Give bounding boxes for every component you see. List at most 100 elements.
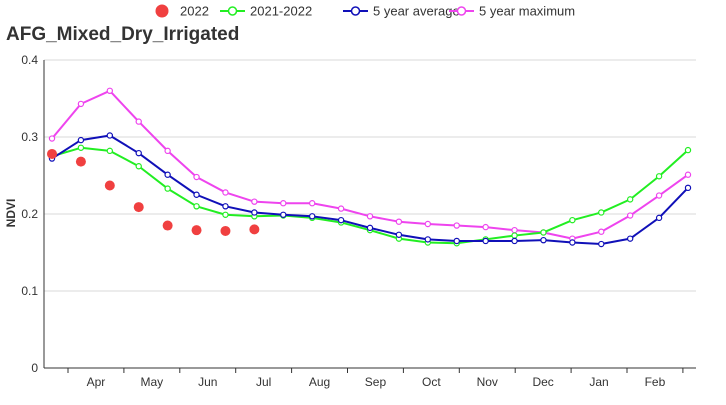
data-point-2022 — [249, 224, 260, 235]
data-point-2021-2022 — [598, 209, 605, 216]
data-point-5-year-maximum — [135, 118, 142, 125]
data-point-2021-2022 — [684, 146, 692, 154]
data-point-5-year-maximum — [424, 220, 432, 228]
x-tick-label: May — [141, 375, 164, 389]
legend: 2022 2021-2022 5 year average 5 year maximu… — [155, 4, 575, 19]
data-point-2022 — [191, 225, 202, 236]
legend-marker-5-year-maximum — [456, 6, 467, 16]
x-tick-label: Jul — [256, 375, 271, 389]
x-tick-label: Jan — [589, 375, 608, 389]
data-point-5-year-average — [222, 203, 229, 210]
data-point-5-year-average — [655, 214, 663, 222]
data-point-5-year-average — [540, 236, 547, 244]
x-tick-label: Jun — [198, 375, 217, 389]
data-point-5-year-maximum — [453, 222, 460, 229]
data-point-5-year-average — [453, 237, 460, 245]
data-point-2021-2022 — [222, 211, 229, 218]
legend-label-5-year-maximum: 5 year maximum — [479, 4, 575, 19]
data-point-5-year-average — [280, 211, 287, 218]
data-point-5-year-average — [598, 240, 605, 248]
x-tick-label: Nov — [477, 375, 498, 389]
data-point-2022 — [220, 225, 231, 236]
legend-item-5-year-average: 5 year average — [343, 4, 460, 19]
x-tick-label: Feb — [645, 375, 666, 389]
y-tick-label: 0.4 — [21, 53, 38, 67]
data-point-2021-2022 — [77, 144, 85, 151]
data-point-5-year-maximum — [626, 212, 634, 219]
data-point-5-year-average — [135, 149, 142, 157]
legend-label-2022: 2022 — [180, 4, 209, 19]
data-point-5-year-maximum — [193, 173, 200, 181]
data-point-2021-2022 — [106, 147, 114, 155]
data-point-2021-2022 — [540, 229, 547, 236]
data-point-5-year-maximum — [308, 200, 316, 207]
data-point-5-year-average — [366, 224, 374, 232]
y-tick-label: 0 — [31, 361, 38, 375]
legend-marker-2022 — [155, 4, 169, 18]
y-tick-label: 0.3 — [21, 130, 38, 144]
y-tick-label: 0.2 — [21, 207, 38, 221]
data-point-5-year-average — [684, 184, 692, 192]
data-point-5-year-average — [569, 239, 576, 246]
data-point-5-year-average — [77, 136, 85, 144]
data-point-2021-2022 — [193, 203, 200, 210]
data-point-5-year-average — [395, 231, 403, 238]
data-point-5-year-average — [482, 237, 489, 245]
axes: 0 0.1 0.2 0.3 0.4 Apr May Jun Jul Aug Sep Oct Nov Dec… — [21, 53, 696, 389]
data-point-5-year-average — [337, 216, 345, 224]
data-point-2022 — [162, 220, 173, 231]
data-point-5-year-average — [424, 236, 432, 243]
data-point-2021-2022 — [135, 163, 142, 170]
chart-title: AFG_Mixed_Dry_Irrigated — [6, 24, 239, 45]
data-point-5-year-maximum — [598, 228, 605, 235]
legend-item-2022: 2022 — [155, 4, 209, 19]
data-point-5-year-maximum — [684, 171, 692, 178]
data-point-5-year-maximum — [164, 147, 171, 155]
x-tick-label: Aug — [309, 375, 330, 389]
data-point-5-year-average — [626, 235, 634, 242]
data-point-2022 — [75, 156, 86, 167]
x-tick-label: Dec — [532, 375, 553, 389]
legend-item-2021-2022: 2021-2022 — [220, 4, 312, 19]
legend-item-5-year-maximum: 5 year maximum — [449, 4, 575, 19]
data-point-5-year-average — [511, 237, 518, 245]
grid-lines — [44, 59, 696, 292]
data-point-2022 — [133, 202, 144, 213]
data-point-2021-2022 — [655, 173, 663, 180]
data-point-5-year-average — [106, 132, 114, 139]
legend-marker-2021-2022 — [227, 6, 238, 16]
data-point-5-year-maximum — [337, 205, 345, 212]
data-point-2021-2022 — [164, 185, 171, 192]
data-point-5-year-maximum — [482, 223, 489, 231]
data-point-5-year-average — [251, 209, 258, 216]
y-axis-label: NDVI — [4, 199, 18, 228]
x-tick-label: Apr — [87, 375, 106, 389]
data-point-5-year-maximum — [511, 226, 518, 234]
series-5-year-maximum — [48, 87, 692, 242]
data-point-2021-2022 — [511, 232, 518, 239]
data-point-5-year-maximum — [48, 135, 56, 142]
series-5-year-average — [48, 132, 692, 248]
data-point-5-year-maximum — [222, 189, 229, 196]
data-point-2022 — [104, 180, 115, 191]
data-point-5-year-average — [193, 191, 200, 198]
data-point-2022 — [47, 148, 57, 159]
data-point-5-year-average — [164, 171, 171, 178]
y-tick-label: 0.1 — [21, 284, 38, 298]
x-tick-label: Oct — [422, 375, 441, 389]
data-point-5-year-maximum — [366, 213, 374, 220]
legend-label-2021-2022: 2021-2022 — [250, 4, 312, 19]
series-layer — [47, 87, 692, 248]
data-point-5-year-maximum — [77, 100, 85, 108]
data-point-5-year-maximum — [395, 218, 403, 225]
data-point-2021-2022 — [626, 196, 634, 203]
series-2022 — [47, 148, 260, 236]
legend-label-5-year-average: 5 year average — [373, 4, 460, 19]
legend-marker-5-year-average — [350, 6, 361, 16]
data-point-5-year-maximum — [251, 198, 258, 205]
data-point-5-year-average — [308, 213, 316, 220]
data-point-5-year-maximum — [280, 200, 287, 207]
data-point-2021-2022 — [569, 216, 576, 224]
